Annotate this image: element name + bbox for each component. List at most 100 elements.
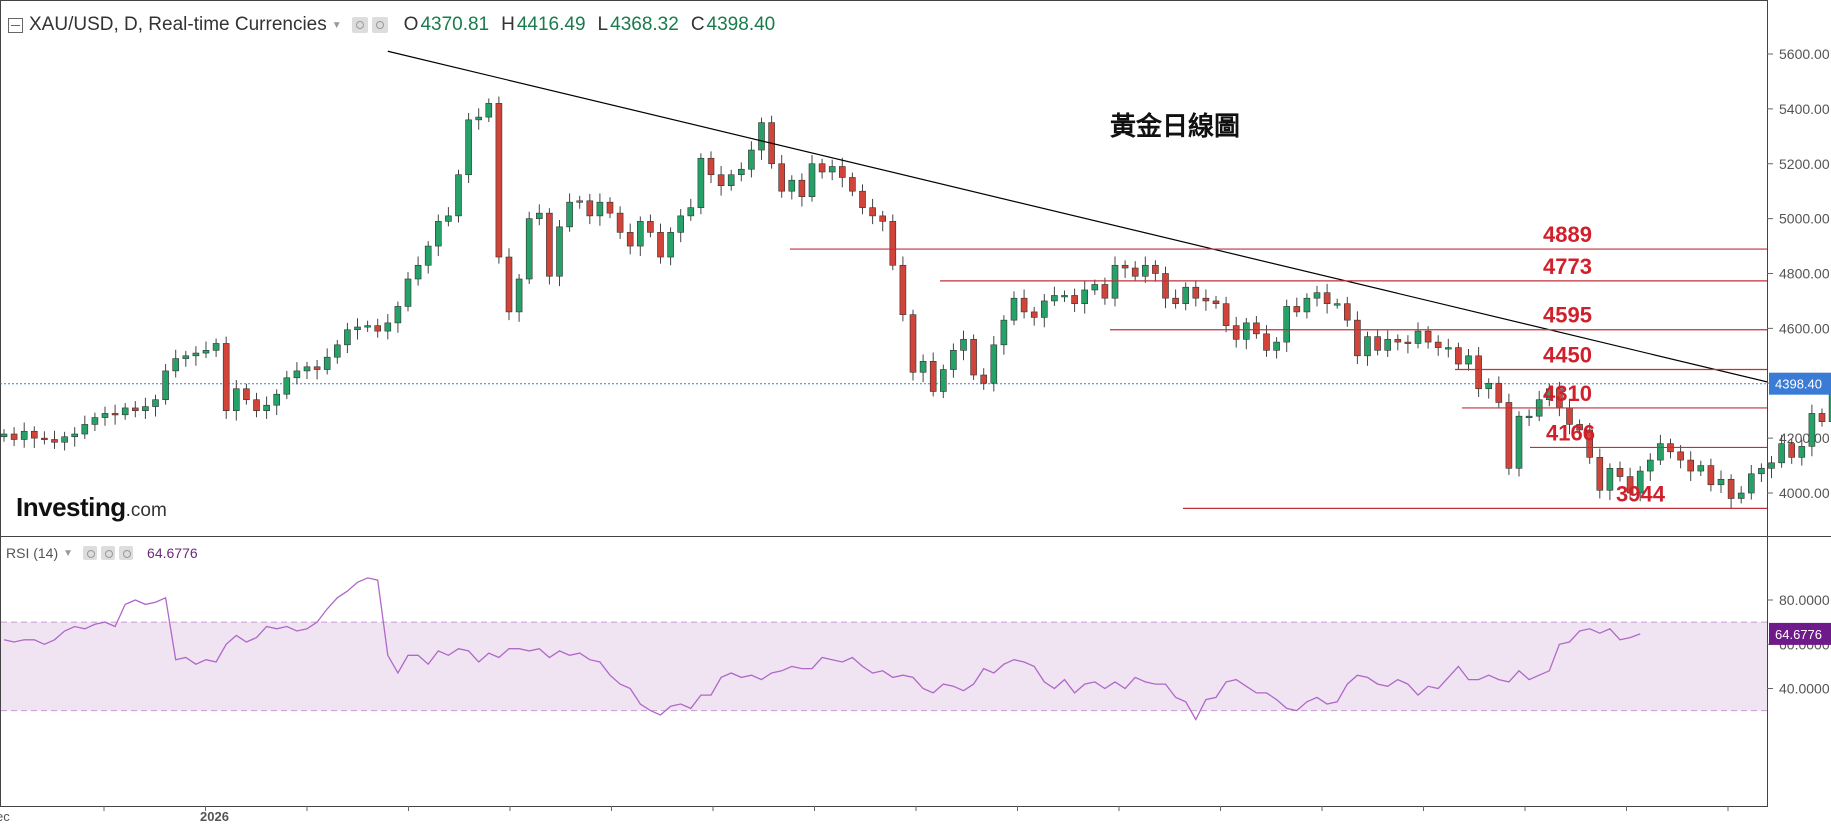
level-label: 4310 bbox=[1543, 381, 1592, 406]
candle-body bbox=[162, 370, 169, 401]
candle-body bbox=[1131, 267, 1139, 277]
price-axis-tick-label: 5000.00 bbox=[1779, 211, 1830, 227]
close-value: 4398.40 bbox=[706, 14, 776, 35]
candle-body bbox=[91, 417, 99, 425]
chart-header: XAU/USD, D, Real-time Currencies ▼ O 4370… bbox=[0, 10, 775, 40]
candle-body bbox=[1455, 347, 1462, 365]
open-value: 4370.81 bbox=[420, 14, 490, 35]
candle-body bbox=[1657, 443, 1664, 461]
rsi-axis-tick-label: 80.0000 bbox=[1779, 592, 1830, 608]
candle-body bbox=[1222, 303, 1230, 326]
candle-body bbox=[838, 166, 846, 178]
rsi-close-icon[interactable] bbox=[119, 546, 134, 560]
candle-body bbox=[1737, 492, 1745, 499]
rsi-header: RSI (14) ▼ 64.6776 bbox=[6, 545, 198, 561]
candle-body bbox=[576, 200, 584, 203]
candle-body bbox=[313, 366, 321, 370]
level-label: 4889 bbox=[1543, 222, 1592, 247]
logo-suffix: .com bbox=[125, 500, 167, 521]
candle-body bbox=[566, 201, 573, 228]
candle-body bbox=[374, 325, 382, 332]
candle-body bbox=[1000, 319, 1008, 346]
candle-body bbox=[1768, 462, 1775, 469]
eye-icon[interactable] bbox=[351, 17, 368, 33]
candle-body bbox=[1030, 311, 1038, 318]
symbol-label[interactable]: XAU/USD, D, Real-time Currencies bbox=[29, 14, 327, 35]
candle-body bbox=[1283, 306, 1290, 343]
candle-body bbox=[879, 215, 887, 222]
candle-body bbox=[10, 433, 18, 440]
candle-body bbox=[798, 179, 806, 197]
candle-body bbox=[111, 413, 119, 416]
candle-body bbox=[990, 344, 998, 384]
candle-body bbox=[808, 163, 816, 197]
current-price-tag-label: 4398.40 bbox=[1775, 377, 1822, 392]
candle-body bbox=[1707, 465, 1715, 486]
rsi-eye-icon[interactable] bbox=[83, 546, 98, 560]
candle-body bbox=[1212, 300, 1220, 304]
candle-body bbox=[909, 314, 917, 373]
level-label: 4595 bbox=[1543, 303, 1592, 328]
current-price-tag bbox=[1769, 372, 1831, 395]
candle-body bbox=[364, 325, 371, 328]
gear-icon[interactable] bbox=[371, 17, 388, 33]
candle-body bbox=[1505, 402, 1513, 469]
candle-body bbox=[323, 356, 331, 370]
candle-body bbox=[869, 207, 876, 217]
candle-body bbox=[919, 360, 927, 373]
rsi-value: 64.6776 bbox=[147, 545, 198, 561]
candle-body bbox=[778, 163, 786, 192]
candle-body bbox=[697, 157, 705, 208]
level-label: 4166 bbox=[1546, 420, 1595, 445]
candle-body bbox=[1697, 465, 1705, 472]
candle-body bbox=[1616, 468, 1624, 477]
candle-body bbox=[132, 407, 139, 411]
candle-body bbox=[1374, 336, 1381, 351]
candle-body bbox=[1142, 264, 1149, 277]
candle-body bbox=[414, 264, 422, 280]
candle-body bbox=[828, 166, 836, 173]
candle-body bbox=[1202, 297, 1210, 302]
candle-body bbox=[525, 218, 533, 280]
chevron-down-icon[interactable]: ▼ bbox=[331, 19, 342, 31]
candle-body bbox=[1808, 413, 1816, 447]
rsi-chevron-down-icon[interactable]: ▼ bbox=[63, 547, 74, 559]
trendline bbox=[387, 50, 1768, 383]
candle-body bbox=[1384, 339, 1391, 351]
rsi-gear-icon[interactable] bbox=[101, 546, 116, 560]
candle-body bbox=[41, 437, 48, 440]
candle-body bbox=[1010, 297, 1018, 321]
candle-body bbox=[1081, 289, 1088, 304]
candle-body bbox=[475, 116, 483, 121]
candle-body bbox=[202, 350, 210, 354]
candle-body bbox=[657, 232, 664, 258]
candle-body bbox=[1071, 295, 1078, 304]
candle-body bbox=[142, 406, 149, 411]
price-axis-tick-label: 4600.00 bbox=[1779, 320, 1830, 336]
candle-body bbox=[222, 343, 230, 411]
candle-body bbox=[1727, 478, 1735, 499]
candle-body bbox=[121, 407, 129, 416]
candle-body bbox=[1182, 286, 1189, 304]
candle-body bbox=[1717, 478, 1725, 486]
investing-logo: Investing.com bbox=[16, 492, 167, 523]
candle-body bbox=[1303, 297, 1311, 313]
candle-body bbox=[485, 103, 493, 118]
rsi-label[interactable]: RSI (14) bbox=[6, 545, 59, 561]
candle-body bbox=[596, 201, 604, 217]
candle-body bbox=[333, 344, 341, 358]
candle-body bbox=[30, 430, 38, 439]
candle-body bbox=[1162, 273, 1169, 299]
candle-body bbox=[586, 200, 594, 217]
collapse-icon[interactable] bbox=[8, 17, 23, 33]
logo-brand: Investing bbox=[16, 492, 126, 522]
candle-body bbox=[707, 157, 715, 176]
candle-body bbox=[1263, 333, 1270, 351]
level-label: 4773 bbox=[1543, 254, 1592, 279]
candle-body bbox=[687, 207, 695, 217]
candle-body bbox=[1647, 459, 1654, 472]
candle-body bbox=[1273, 341, 1280, 351]
candle-body bbox=[980, 374, 988, 384]
candle-body bbox=[1051, 295, 1058, 302]
candle-body bbox=[1788, 443, 1795, 458]
